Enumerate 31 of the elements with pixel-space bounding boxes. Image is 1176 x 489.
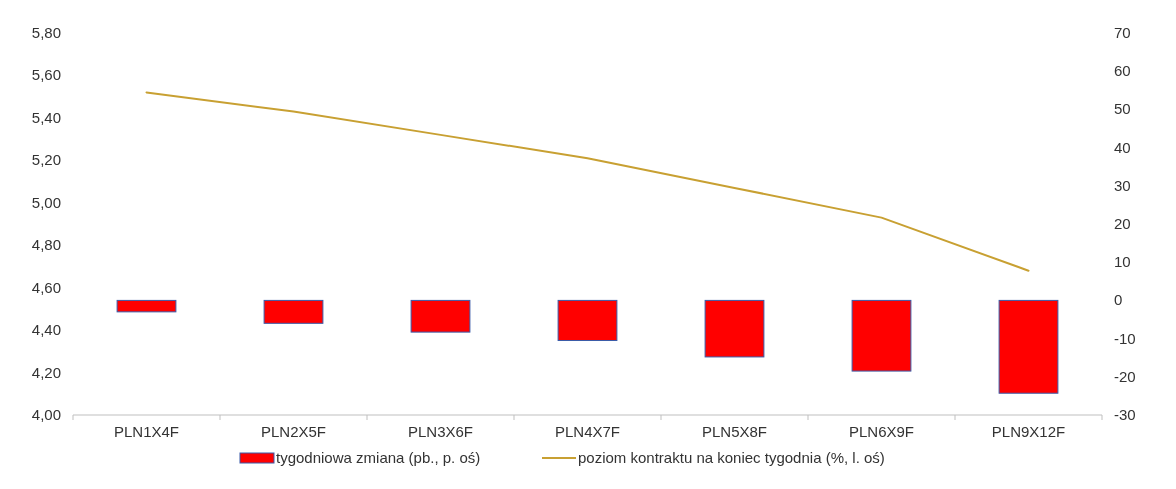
y2-tick-label: 70 (1114, 24, 1131, 41)
y-tick-label: 5,60 (31, 66, 61, 84)
x-tick-label: PLN3X6F (407, 423, 474, 440)
x-tick-label: PLN2X5F (260, 423, 327, 440)
x-tick-label: PLN1X4F (113, 423, 180, 440)
y2-tick-label: 30 (1114, 176, 1131, 194)
y-tick-label: 4,00 (31, 406, 61, 423)
y-tick-label: 4,20 (31, 363, 61, 381)
y2-tick-label: 60 (1114, 62, 1131, 80)
x-tick-label: PLN9X12F (991, 423, 1066, 440)
x-tick-label: PLN4X7F (554, 423, 621, 440)
y-tick-label: 5,80 (31, 24, 61, 41)
y2-tick-label: 20 (1114, 215, 1131, 232)
y2-tick-label: -20 (1114, 367, 1136, 385)
line-series (145, 91, 1030, 272)
y-tick-label: 5,40 (31, 108, 61, 126)
y2-tick-label: -30 (1114, 406, 1136, 423)
x-tick-label: PLN5X8F (701, 423, 768, 440)
y2-tick-label: 0 (1114, 291, 1123, 309)
y2-tick-label: 10 (1114, 253, 1131, 271)
y-tick-label: 4,80 (31, 236, 61, 254)
x-tick-label: PLN6X9F (848, 423, 915, 440)
y-tick-label: 4,60 (31, 278, 61, 296)
legend-label: poziom kontraktu na koniec tygodnia (%, l. oś) (578, 449, 885, 466)
y-tick-label: 5,20 (31, 151, 61, 169)
y-tick-label: 5,00 (31, 193, 61, 211)
y2-tick-label: -10 (1114, 329, 1136, 347)
y2-tick-label: 50 (1114, 100, 1131, 118)
y-tick-label: 4,40 (31, 321, 61, 339)
y2-tick-label: 40 (1114, 138, 1131, 156)
legend-label: tygodniowa zmiana (pb., p. oś) (276, 449, 481, 466)
